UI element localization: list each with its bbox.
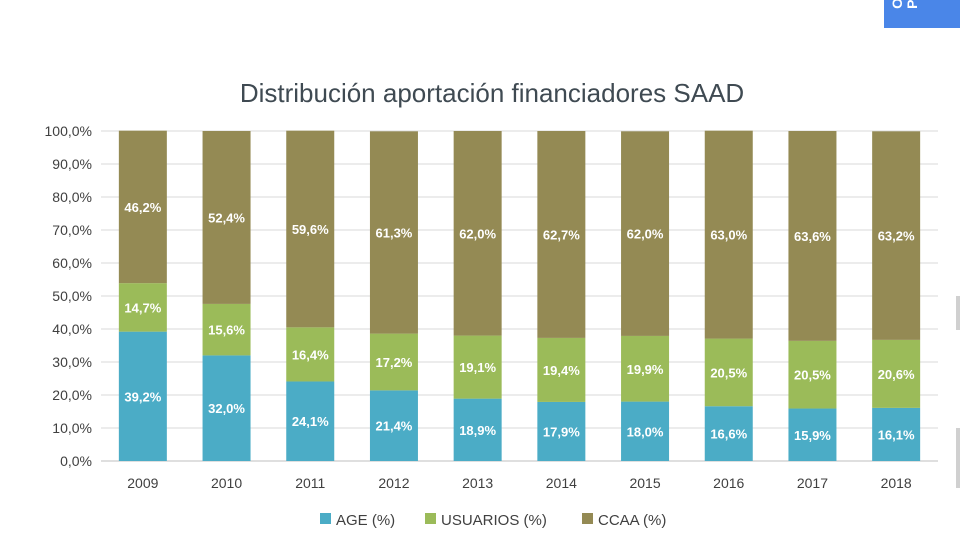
data-label: 52,4%	[208, 210, 245, 225]
bar-segment	[286, 130, 335, 328]
data-label: 20,5%	[794, 368, 831, 383]
data-label: 16,4%	[292, 347, 329, 362]
right-edge-mark	[956, 428, 960, 488]
x-tick-label: 2010	[211, 475, 242, 491]
legend-swatch	[320, 513, 331, 524]
data-label: 19,4%	[543, 363, 580, 378]
data-label: 18,0%	[627, 424, 664, 439]
bar-segment	[872, 339, 921, 408]
bar-segment	[788, 131, 837, 341]
x-tick-label: 2014	[546, 475, 577, 491]
y-tick-label: 60,0%	[52, 255, 92, 271]
bar-segment	[872, 407, 921, 461]
bar-segment	[118, 130, 167, 284]
y-tick-label: 70,0%	[52, 222, 92, 238]
bar-segment	[118, 283, 167, 332]
x-tick-label: 2012	[378, 475, 409, 491]
bar-segment	[369, 390, 418, 461]
bar-segment	[537, 337, 586, 402]
bar-segment	[453, 131, 502, 336]
bar-segment	[621, 335, 670, 402]
y-tick-label: 40,0%	[52, 321, 92, 337]
data-label: 18,9%	[459, 423, 496, 438]
x-tick-label: 2009	[127, 475, 158, 491]
data-label: 62,7%	[543, 227, 580, 242]
data-label: 19,9%	[627, 362, 664, 377]
legend-swatch	[582, 513, 593, 524]
data-label: 46,2%	[124, 200, 161, 215]
y-tick-label: 10,0%	[52, 420, 92, 436]
bar-segment	[621, 131, 670, 336]
legend: AGE (%) USUARIOS (%) CCAA (%)	[320, 512, 666, 529]
data-label: 63,6%	[794, 229, 831, 244]
bar-segment	[286, 381, 335, 461]
x-tick-label: 2016	[713, 475, 744, 491]
bar-segment	[788, 340, 837, 409]
data-label: 63,0%	[710, 228, 747, 243]
y-tick-label: 30,0%	[52, 354, 92, 370]
y-tick-label: 100,0%	[45, 123, 92, 139]
data-label: 59,6%	[292, 222, 329, 237]
data-label: 14,7%	[124, 300, 161, 315]
x-tick-label: 2011	[295, 475, 325, 491]
data-label: 62,0%	[459, 226, 496, 241]
data-label: 32,0%	[208, 401, 245, 416]
data-label: 19,1%	[459, 360, 496, 375]
legend-label: USUARIOS (%)	[441, 512, 547, 529]
bar-segment	[369, 131, 418, 334]
bar-segment	[453, 335, 502, 399]
x-tick-label: 2015	[629, 475, 660, 491]
bar-segment	[202, 131, 251, 304]
bar-segment	[872, 131, 921, 340]
data-label: 15,6%	[208, 323, 245, 338]
bar-segment	[704, 338, 753, 407]
bar-segment	[118, 331, 167, 461]
right-edge-mark	[956, 296, 960, 330]
data-label: 17,2%	[376, 355, 413, 370]
bar-segment	[704, 406, 753, 461]
x-axis-labels: 2009 2010 2011 2012 2013 2014 2015 2016 2017 2018	[127, 475, 912, 491]
bar-segment	[788, 408, 837, 461]
x-tick-label: 2018	[881, 475, 912, 491]
bar-segment	[537, 401, 586, 461]
data-label: 24,1%	[292, 414, 329, 429]
data-label: 20,5%	[710, 365, 747, 380]
bar-segment	[621, 401, 670, 461]
data-label: 62,0%	[627, 227, 664, 242]
bar-segment	[369, 333, 418, 391]
bars: 39,2% 14,7% 46,2% 32,0% 15,6% 52,4% 24,1% 16,4%…	[118, 130, 921, 461]
chart-title: Distribución aportación financiadores SA…	[240, 78, 744, 108]
data-label: 17,9%	[543, 424, 580, 439]
bar-segment	[202, 355, 251, 461]
bar-segment	[537, 131, 586, 338]
data-label: 20,6%	[878, 367, 915, 382]
corner-tab[interactable]: O P	[884, 0, 960, 28]
bar-segment	[453, 398, 502, 461]
data-label: 21,4%	[376, 419, 413, 434]
data-label: 16,6%	[710, 427, 747, 442]
x-tick-label: 2013	[462, 475, 493, 491]
legend-label: AGE (%)	[336, 512, 395, 529]
y-tick-label: 50,0%	[52, 288, 92, 304]
y-tick-label: 80,0%	[52, 189, 92, 205]
bar-segment	[704, 130, 753, 339]
data-label: 61,3%	[376, 225, 413, 240]
data-label: 16,1%	[878, 427, 915, 442]
x-tick-label: 2017	[797, 475, 828, 491]
data-label: 63,2%	[878, 229, 915, 244]
y-axis-labels: 0,0% 10,0% 20,0% 30,0% 40,0% 50,0% 60,0% 70,0% 8…	[45, 123, 92, 469]
legend-label: CCAA (%)	[598, 512, 666, 529]
y-tick-label: 20,0%	[52, 387, 92, 403]
data-label: 39,2%	[124, 389, 161, 404]
data-label: 15,9%	[794, 428, 831, 443]
legend-swatch	[425, 513, 436, 524]
bar-segment	[202, 303, 251, 356]
y-tick-label: 0,0%	[60, 453, 92, 469]
bar-segment	[286, 327, 335, 382]
y-tick-label: 90,0%	[52, 156, 92, 172]
